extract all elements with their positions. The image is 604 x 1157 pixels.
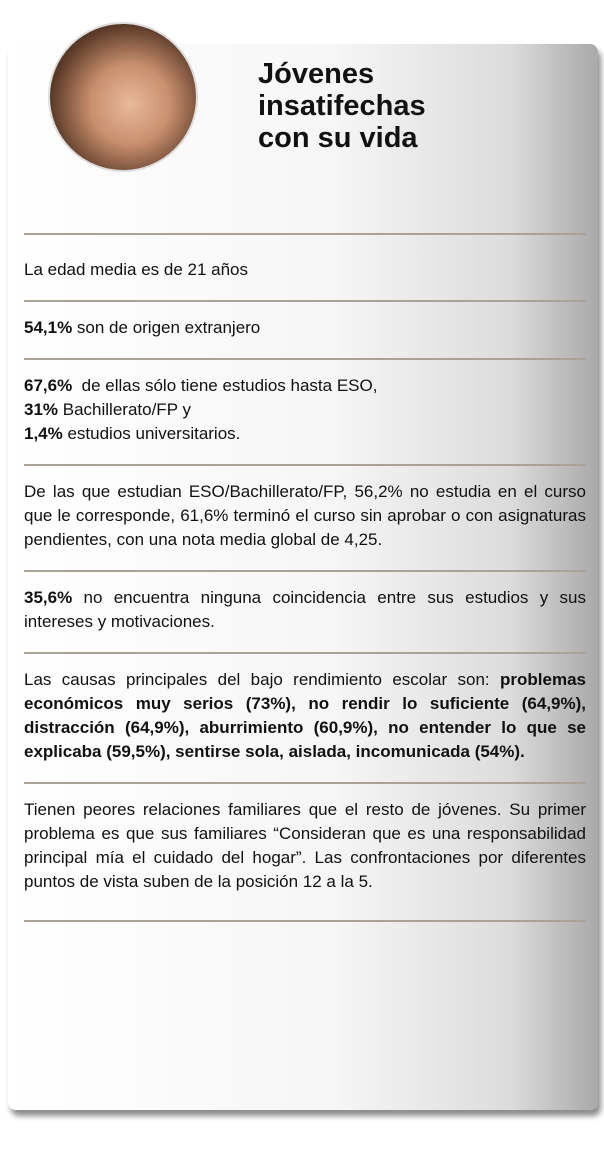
bold-text: 67,6% <box>24 376 73 395</box>
text: Tienen peores relaciones familiares que … <box>24 800 591 891</box>
fact-section: 67,6% de ellas sólo tiene estudios hasta… <box>24 358 586 464</box>
fact-section: Las causas principales del bajo rendimie… <box>24 652 586 782</box>
fact-section: De las que estudian ESO/Bachillerato/FP,… <box>24 464 586 570</box>
fact-section: 54,1% son de origen extranjero <box>24 300 586 358</box>
text: Bachillerato/FP y <box>58 400 191 419</box>
bold-text: 35,6% <box>24 588 73 607</box>
text: estudios universitarios. <box>62 424 241 443</box>
bold-text: 31% <box>24 400 59 419</box>
fact-section: 35,6% no encuentra ninguna coincidencia … <box>24 570 586 652</box>
text: De las que estudian ESO/Bachillerato/FP,… <box>24 482 591 549</box>
card <box>8 44 598 1110</box>
title-line: con su vida <box>258 122 418 154</box>
title: Jóvenes insatifechas con su vida <box>258 58 426 154</box>
profile-photo <box>48 22 198 172</box>
text: Las causas principales del bajo rendimie… <box>24 670 501 689</box>
fact-section: Tienen peores relaciones familiares que … <box>24 782 586 922</box>
title-line: insatifechas <box>258 90 426 122</box>
sections: La edad media es de 21 años 54,1% son de … <box>24 233 586 922</box>
bold-text: 1,4% <box>24 424 63 443</box>
bold-text: 54,1% <box>24 318 73 337</box>
title-line: Jóvenes <box>258 58 375 90</box>
bold-text: problemas económicos muy serios (73%), n… <box>24 670 591 761</box>
text: La edad media es de 21 años <box>24 260 249 279</box>
text: son de origen extranjero <box>72 318 261 337</box>
text: no encuentra ninguna coincidencia entre … <box>24 588 591 631</box>
text: de ellas sólo tiene estudios hasta ESO, <box>72 376 378 395</box>
fact-section: La edad media es de 21 años <box>24 233 586 300</box>
